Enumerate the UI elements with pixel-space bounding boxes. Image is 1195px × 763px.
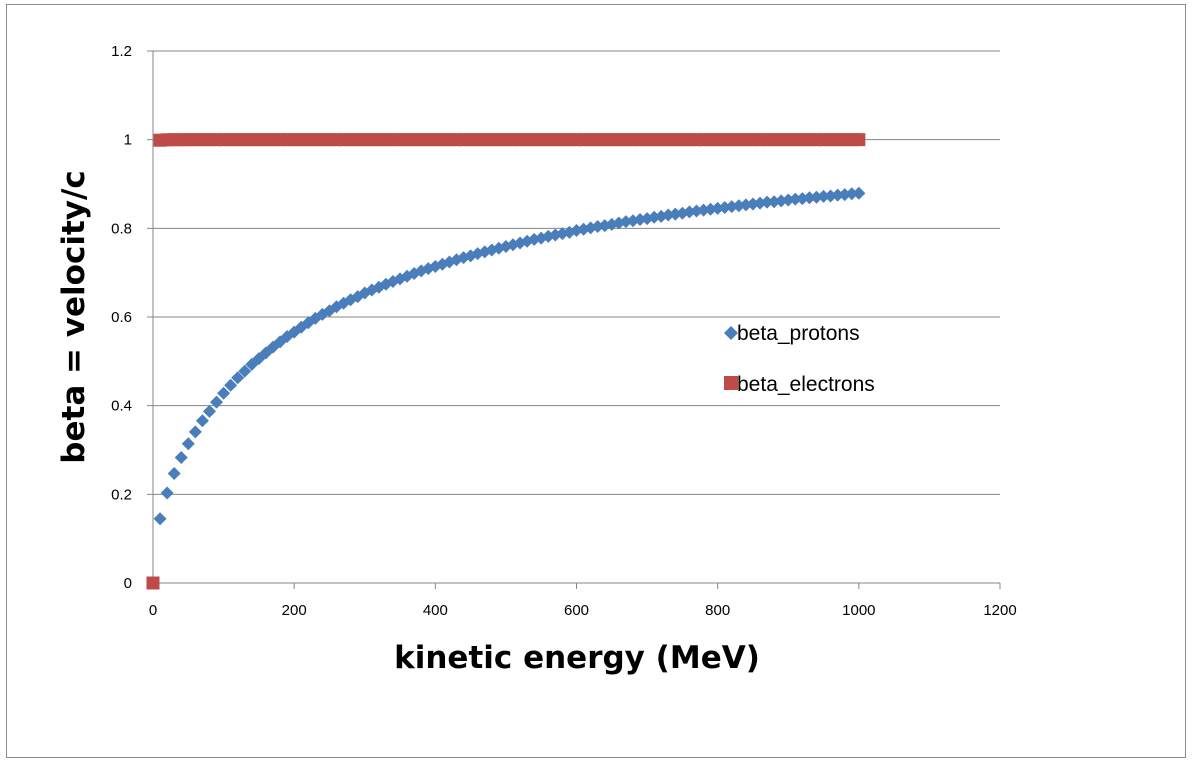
- chart-frame: [6, 4, 1186, 758]
- axes: [147, 50, 1001, 589]
- data-point-electrons: [146, 576, 160, 590]
- y-tick-label: 1: [124, 132, 132, 149]
- data-point-protons: [160, 486, 174, 500]
- legend-item-protons: beta_protons: [724, 322, 860, 345]
- x-tick-labels: 0 200 400 600 800 1000 1200: [149, 602, 1017, 619]
- data-point-protons: [788, 192, 802, 206]
- y-tick-label: 0.8: [111, 220, 132, 237]
- data-point-protons: [845, 187, 859, 201]
- data-point-protons: [224, 378, 238, 392]
- data-point-protons: [238, 364, 252, 378]
- y-tick-label: 0.4: [111, 398, 132, 415]
- x-tick-label: 600: [564, 602, 589, 619]
- y-tick-label: 0.2: [111, 486, 132, 503]
- legend-label-electrons: beta_electrons: [737, 373, 875, 396]
- data-point-protons: [153, 512, 167, 526]
- data-point-protons: [181, 437, 195, 451]
- x-tick-label: 800: [705, 602, 730, 619]
- x-tick-label: 1000: [842, 602, 875, 619]
- y-axis-title: beta = velocity/c: [56, 170, 92, 463]
- data-point-protons: [188, 425, 202, 439]
- y-tick-labels: 0 0.2 0.4 0.6 0.8 1 1.2: [111, 43, 132, 592]
- data-point-protons: [760, 195, 774, 209]
- data-point-electrons: [852, 133, 866, 147]
- data-point-protons: [210, 395, 224, 409]
- y-tick-label: 0.6: [111, 309, 132, 326]
- data-point-protons: [167, 466, 181, 480]
- data-point-protons: [202, 404, 216, 418]
- series-layer: [146, 133, 866, 590]
- x-tick-label: 400: [423, 602, 448, 619]
- legend-label-protons: beta_protons: [737, 322, 860, 345]
- legend-item-electrons: beta_electrons: [724, 373, 875, 396]
- legend: beta_protons beta_electrons: [724, 322, 875, 396]
- gridlines: [153, 50, 1000, 495]
- series-beta_protons: [153, 186, 866, 526]
- legend-marker-protons: [724, 326, 738, 340]
- data-point-protons: [499, 240, 513, 254]
- x-tick-label: 200: [282, 602, 307, 619]
- x-tick-label: 1200: [983, 602, 1016, 619]
- data-point-protons: [831, 188, 845, 202]
- data-point-protons: [231, 371, 245, 385]
- data-point-protons: [852, 186, 866, 200]
- series-beta_electrons: [146, 133, 866, 590]
- legend-marker-electrons: [724, 376, 738, 390]
- x-axis-title: kinetic energy (MeV): [394, 640, 760, 676]
- data-point-protons: [195, 414, 209, 428]
- x-tick-label: 0: [149, 602, 157, 619]
- data-point-protons: [817, 189, 831, 203]
- data-point-protons: [174, 451, 188, 465]
- y-tick-label: 1.2: [111, 43, 132, 60]
- y-tick-label: 0: [124, 575, 132, 592]
- data-point-protons: [245, 357, 259, 371]
- data-point-protons: [217, 386, 231, 400]
- data-point-protons: [802, 191, 816, 205]
